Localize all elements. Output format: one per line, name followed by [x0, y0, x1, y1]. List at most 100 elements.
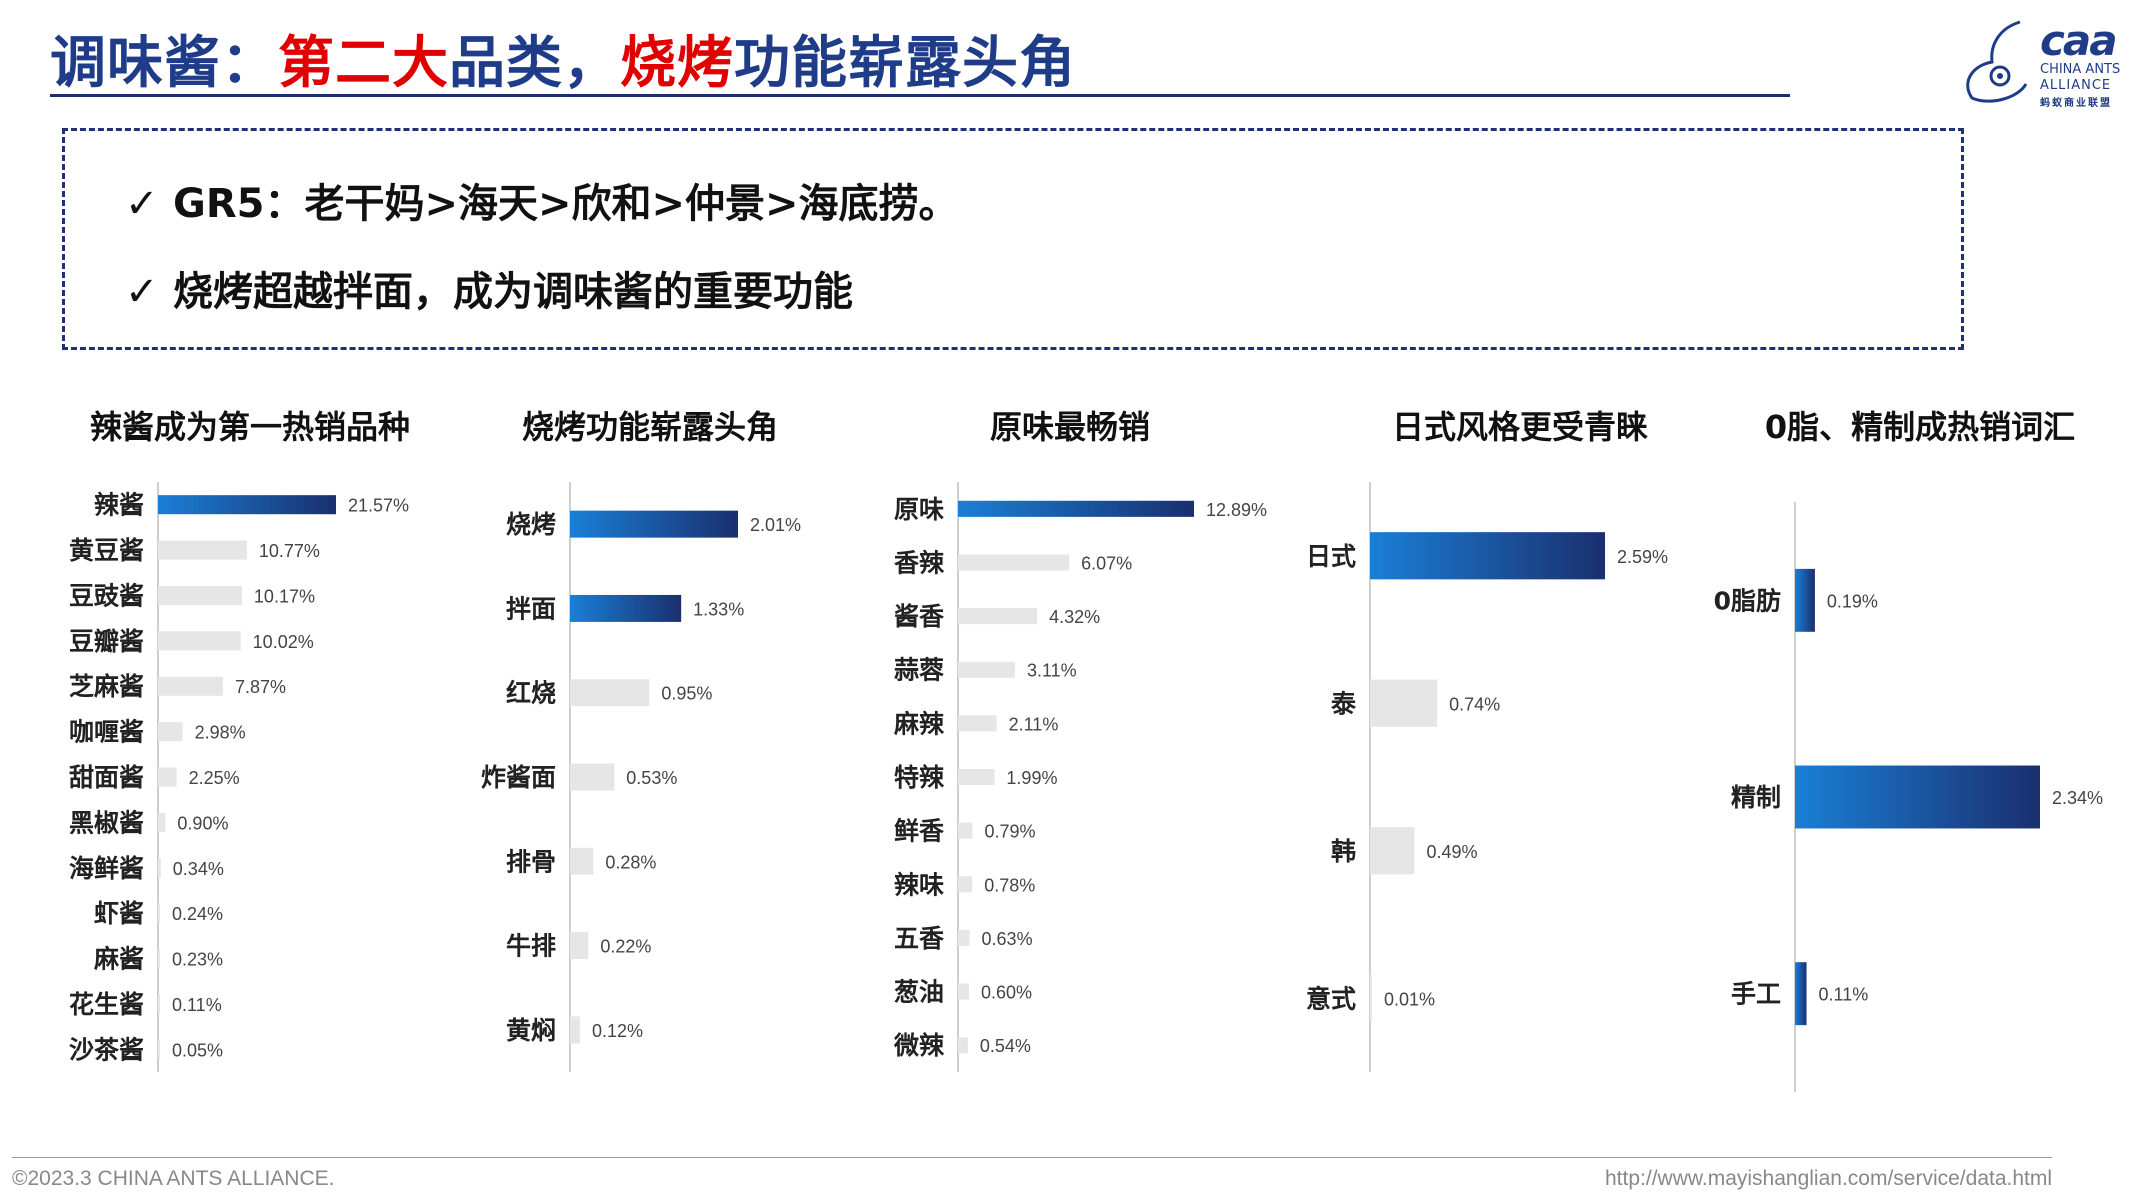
chart-4: 日式 2.59% 泰 0.74% 韩 0.49% 意式 0.01% — [1306, 482, 1668, 1072]
chart-3-category-label: 原味 — [894, 495, 944, 524]
chart-2-category-label: 烧烤 — [506, 510, 556, 539]
chart-3-category-label: 鲜香 — [894, 817, 944, 846]
chart-4-category-label: 意式 — [1306, 984, 1356, 1013]
chart-1-category-label: 咖喱酱 — [69, 718, 144, 747]
chart-2-value-label: 0.95% — [661, 684, 712, 704]
summary-point-function: ✓ 烧烤超越拌面，成为调味酱的重要功能 — [125, 259, 853, 317]
chart-3-category-label: 香辣 — [894, 548, 945, 577]
charts-area: 辣酱 21.57% 黄豆酱 10.77% 豆豉酱 10.17% 豆瓣酱 10.02% 芝麻酱 7.… — [69, 482, 2103, 1092]
chart-3-bar — [958, 554, 1070, 571]
chart-4-bar — [1370, 679, 1438, 727]
chart-2-value-label: 0.53% — [626, 768, 677, 788]
chart-1-bar — [158, 767, 177, 787]
chart-3-title: 原味最畅销 — [989, 408, 1150, 446]
chart-2-value-label: 0.12% — [592, 1021, 643, 1041]
footer-copyright: ©2023.3 CHINA ANTS ALLIANCE. — [12, 1167, 335, 1190]
title-middle: 品类， — [449, 31, 620, 96]
chart-3: 原味 12.89% 香辣 6.07% 酱香 4.32% 蒜蓉 3.11% 麻辣 2.11% 特辣 1.… — [893, 482, 1267, 1072]
chart-1-category-label: 沙茶酱 — [69, 1035, 144, 1064]
chart-1-bar — [158, 495, 336, 515]
chart-1-bar — [158, 631, 241, 651]
chart-3-value-label: 0.63% — [982, 929, 1033, 949]
chart-2-category-label: 排骨 — [506, 847, 556, 876]
chart-1-category-label: 豆豉酱 — [69, 581, 144, 610]
chart-3-value-label: 0.54% — [980, 1036, 1031, 1056]
chart-3-value-label: 3.11% — [1027, 661, 1077, 681]
chart-2-value-label: 0.22% — [600, 937, 651, 957]
chart-1-category-label: 虾酱 — [94, 899, 144, 928]
title-highlight-bbq: 烧烤 — [620, 31, 734, 96]
chart-1-bar — [158, 585, 242, 605]
chart-3-bar — [958, 715, 997, 732]
chart-3-value-label: 12.89% — [1206, 500, 1267, 520]
chart-3-category-label: 葱油 — [894, 978, 944, 1007]
chart-1-category-label: 辣酱 — [94, 491, 144, 520]
title-highlight-second: 第二大 — [278, 31, 449, 96]
chart-1-bar — [158, 994, 160, 1014]
chart-1-value-label: 10.17% — [254, 586, 315, 606]
title-prefix: 调味酱： — [50, 31, 278, 96]
chart-5-value-label: 0.19% — [1827, 591, 1878, 611]
check-icon: ✓ — [125, 181, 159, 227]
chart-2-bar — [570, 594, 682, 622]
chart-3-value-label: 4.32% — [1049, 607, 1100, 627]
chart-2: 烧烤 2.01% 拌面 1.33% 红烧 0.95% 炸酱面 0.53% 排骨 0.28% 牛排 0.… — [481, 482, 801, 1072]
chart-3-bar — [958, 822, 973, 839]
footer-divider — [12, 1157, 2052, 1158]
chart-3-bar — [958, 768, 995, 786]
title-underline — [50, 94, 1790, 97]
chart-1-title: 辣酱成为第一热销品种 — [89, 408, 410, 446]
chart-5-value-label: 0.11% — [1819, 985, 1869, 1005]
company-logo: caa CHINA ANTS ALLIANCE 蚂蚁商业联盟 — [1960, 14, 2125, 109]
chart-3-category-label: 特辣 — [894, 763, 945, 792]
chart-2-value-label: 1.33% — [693, 599, 744, 619]
chart-1-value-label: 0.24% — [172, 904, 223, 924]
logo-text-line2: ALLIANCE — [2040, 78, 2112, 93]
chart-2-bar — [570, 510, 738, 538]
chart-1-value-label: 10.77% — [259, 541, 320, 561]
chart-4-value-label: 0.01% — [1384, 989, 1435, 1009]
chart-4-category-label: 泰 — [1331, 689, 1357, 718]
chart-1-category-label: 黄豆酱 — [69, 536, 144, 565]
chart-3-category-label: 麻辣 — [893, 709, 945, 738]
chart-1-value-label: 0.23% — [172, 950, 223, 970]
title-suffix: 功能崭露头角 — [734, 31, 1076, 96]
check-icon: ✓ — [125, 269, 159, 315]
chart-3-bar — [958, 1037, 968, 1054]
chart-1-category-label: 麻酱 — [93, 945, 144, 974]
chart-1-value-label: 21.57% — [348, 496, 409, 516]
summary-box: ✓ GR5：老干妈>海天>欣和>仲景>海底捞。 ✓ 烧烤超越拌面，成为调味酱的重要功… — [62, 128, 1964, 350]
chart-1-bar — [158, 949, 160, 969]
chart-1-bar — [158, 858, 161, 878]
chart-1-bar — [158, 812, 166, 832]
chart-1-category-label: 海鲜酱 — [69, 854, 144, 883]
chart-5-bar — [1795, 962, 1807, 1026]
footer-url: http://www.mayishanglian.com/service/dat… — [1605, 1167, 2053, 1190]
chart-1-value-label: 0.05% — [172, 1040, 223, 1060]
chart-3-value-label: 0.78% — [984, 875, 1035, 895]
logo-text-line1: CHINA ANTS — [2040, 62, 2121, 77]
chart-3-bar — [958, 661, 1015, 678]
chart-2-bar — [570, 763, 615, 791]
chart-3-value-label: 0.79% — [984, 822, 1035, 842]
chart-1-value-label: 2.25% — [189, 768, 240, 788]
chart-2-category-label: 黄焖 — [506, 1016, 556, 1045]
chart-1-value-label: 0.34% — [173, 859, 224, 879]
chart-2-category-label: 红烧 — [506, 679, 556, 708]
chart-3-category-label: 酱香 — [894, 602, 944, 631]
chart-3-bar — [958, 983, 969, 1000]
chart-4-value-label: 2.59% — [1617, 547, 1668, 567]
chart-5-category-label: 手工 — [1731, 980, 1781, 1009]
chart-3-bar — [958, 500, 1194, 517]
chart-1-bar — [158, 540, 247, 560]
chart-3-value-label: 2.11% — [1009, 714, 1059, 734]
chart-4-bar — [1370, 827, 1415, 875]
chart-1-bar — [158, 1039, 160, 1059]
chart-3-bar — [958, 929, 970, 946]
chart-4-bar — [1370, 974, 1372, 1022]
chart-1-bar — [158, 903, 160, 923]
chart-1-category-label: 芝麻酱 — [69, 672, 144, 701]
chart-2-category-label: 拌面 — [506, 594, 556, 623]
chart-5: 0脂肪 0.19% 精制 2.34% 手工 0.11% — [1714, 502, 2103, 1092]
chart-2-bar — [570, 847, 594, 875]
